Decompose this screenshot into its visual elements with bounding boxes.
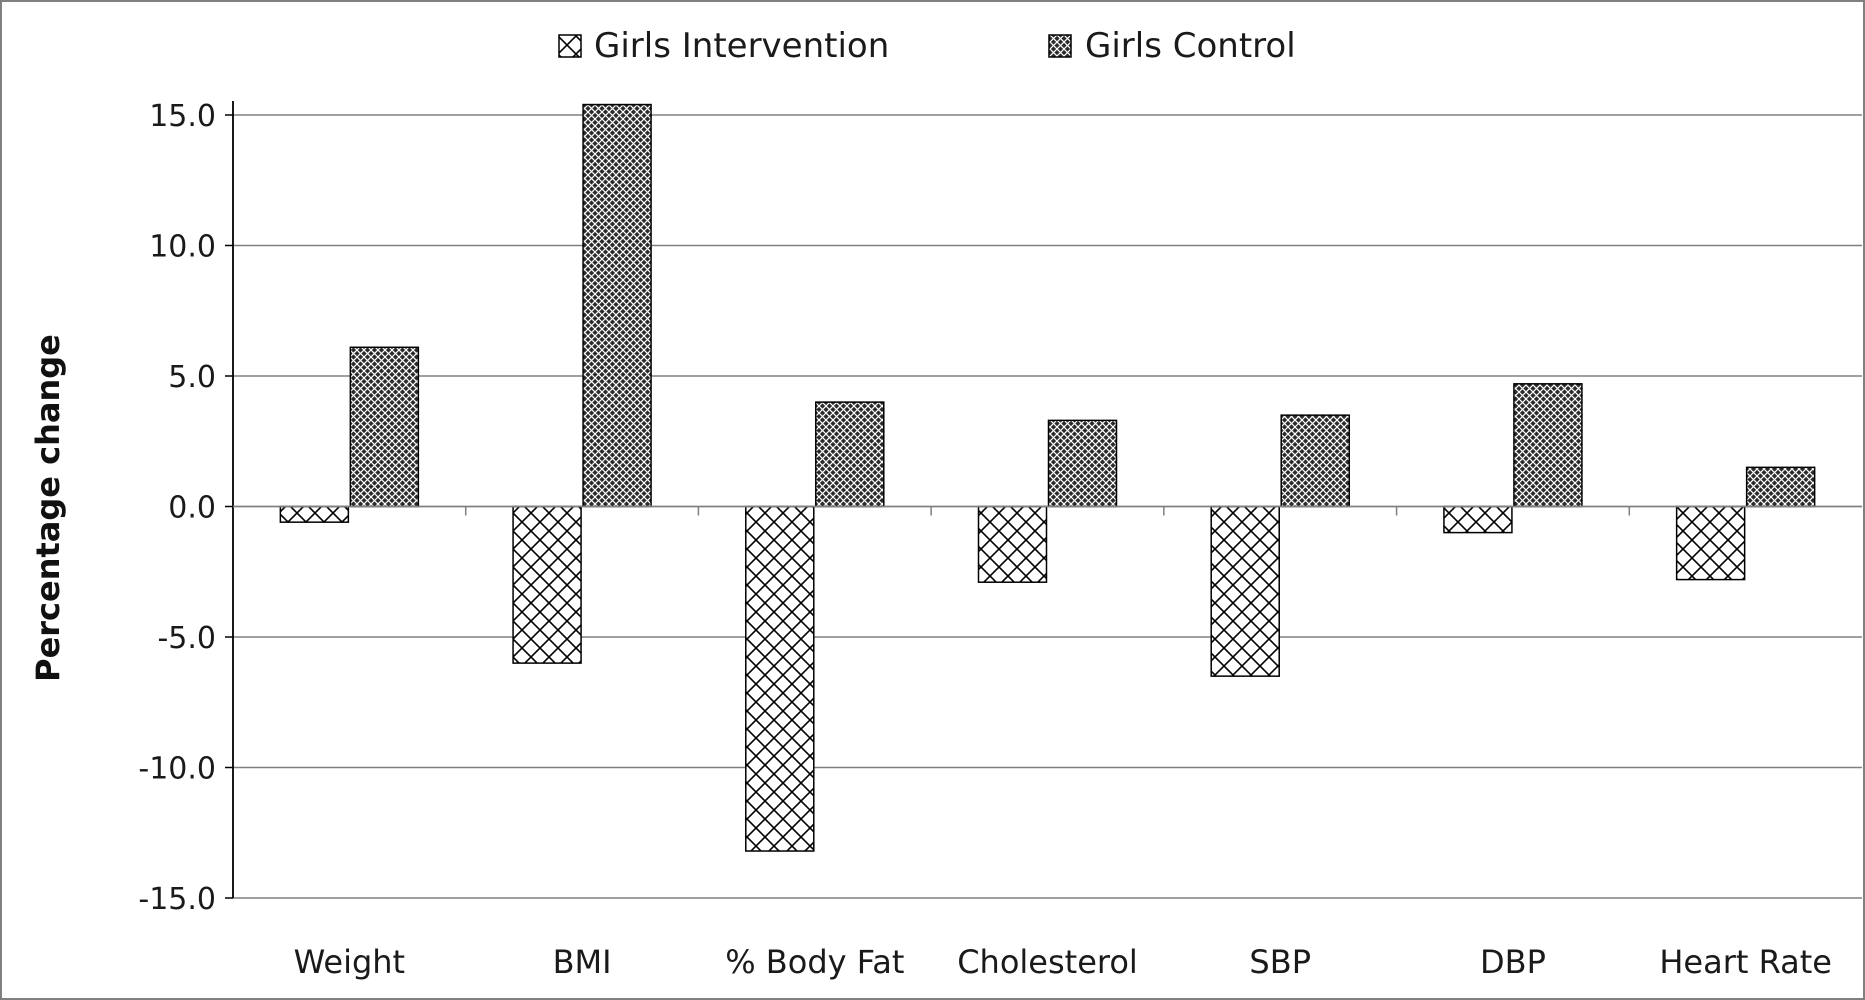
legend-swatch-control [1048,34,1072,58]
bar-control [349,346,420,508]
y-tick-label: 5.0 [168,360,216,395]
legend-label-control: Girls Control [1085,26,1296,66]
legend: Girls Intervention Girls Control [558,26,1296,66]
x-category-label: Heart Rate [1659,943,1832,981]
x-category-label: DBP [1480,943,1546,981]
x-category-label: Weight [294,943,405,981]
bar-intervention [1675,505,1746,581]
y-tick-label: 15.0 [149,99,216,134]
bar-control [1047,419,1118,508]
bar-control [1513,383,1583,508]
gridlines [233,114,1862,899]
x-category-label: BMI [553,943,612,981]
bar-intervention [1443,505,1513,534]
y-tick-label: -10.0 [138,752,216,787]
legend-swatch-intervention [558,34,582,58]
bar-control [1280,414,1350,508]
bar-control [582,103,652,508]
bars [279,103,1816,852]
labels: 15.0 10.0 5.0 0.0 -5.0 -10.0 -15.0 Weight BMI % B… [138,99,1832,981]
x-category-label: Cholesterol [957,943,1138,981]
bar-intervention [279,505,350,523]
bar-intervention [512,505,582,664]
axes [225,101,1862,899]
y-tick-label: -15.0 [138,882,216,917]
x-category-label: % Body Fat [725,943,904,981]
y-axis-title: Percentage change [29,334,67,682]
bar-intervention [977,505,1048,583]
legend-label-intervention: Girls Intervention [594,26,889,66]
y-tick-label: -5.0 [157,621,216,656]
x-category-label: SBP [1249,943,1311,981]
bar-intervention [1210,505,1280,677]
bar-intervention [745,505,815,852]
bar-control [815,401,885,508]
y-tick-label: 0.0 [168,491,216,526]
y-tick-label: 10.0 [149,230,216,265]
bar-control [1745,466,1816,508]
